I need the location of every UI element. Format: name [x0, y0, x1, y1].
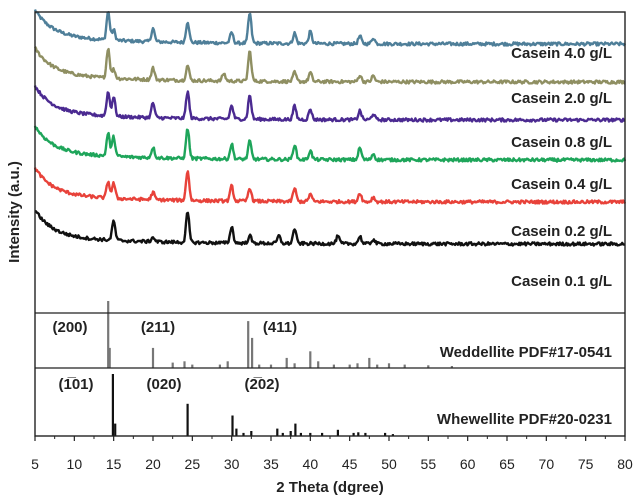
reference-name: Whewellite PDF#20-0231: [437, 411, 612, 428]
reference-line: [281, 432, 284, 436]
series-line: [33, 9, 627, 47]
x-tick-label: 70: [539, 456, 555, 472]
series-line: [33, 85, 626, 123]
x-tick-label: 25: [185, 456, 201, 472]
miller-index-label: (1̅01): [58, 376, 93, 393]
reference-labels: Weddellite PDF#17-0541 (200) (211) (411) Whe…: [52, 319, 612, 428]
reference-line: [251, 337, 254, 369]
x-tick-label: 5: [31, 456, 39, 472]
reference-line: [250, 431, 253, 436]
reference-line: [387, 363, 391, 368]
reference-line: [107, 301, 110, 368]
series-label: Casein 4.0 g/L: [511, 45, 612, 62]
reference-line: [289, 431, 292, 436]
reference-line: [427, 365, 430, 368]
reference-line: [226, 361, 229, 368]
series-label: Casein 0.1 g/L: [511, 273, 612, 290]
reference-line: [294, 423, 297, 436]
reference-line: [108, 347, 111, 368]
x-tick-label: 65: [499, 456, 515, 472]
x-tick-label: 45: [342, 456, 358, 472]
reference-line: [285, 357, 288, 368]
reference-line: [391, 434, 394, 436]
reference-line: [332, 364, 335, 368]
reference-line: [384, 432, 387, 436]
series-line: [33, 167, 627, 205]
reference-line: [321, 432, 324, 436]
x-axis: 5 10 15 20 25 30 35 40 45 50 55 60 65 70 75 80: [31, 436, 633, 472]
reference-line: [403, 364, 406, 368]
series-labels: Casein 4.0 g/L Casein 2.0 g/L Casein 0.8 g…: [511, 45, 612, 290]
reference-line: [356, 363, 359, 368]
reference-line: [242, 432, 245, 436]
y-axis-label: Intensity (a.u.): [6, 161, 23, 263]
reference-line: [111, 374, 114, 436]
x-tick-label: 50: [381, 456, 397, 472]
x-tick-label: 80: [617, 456, 633, 472]
series-line: [33, 46, 626, 85]
reference-line: [293, 363, 296, 368]
x-tick-label: 15: [106, 456, 122, 472]
series-label: Casein 0.8 g/L: [511, 134, 612, 151]
series-label: Casein 0.4 g/L: [511, 176, 612, 193]
reference-line: [269, 364, 273, 368]
reference-line: [376, 364, 379, 368]
reference-line: [336, 429, 339, 436]
reference-line: [309, 432, 312, 436]
reference-line: [258, 364, 261, 368]
x-tick-label: 55: [421, 456, 437, 472]
reference-line: [151, 347, 155, 368]
x-tick-label: 10: [67, 456, 83, 472]
x-tick-label: 30: [224, 456, 240, 472]
miller-index-label: (211): [141, 319, 175, 336]
series-label: Casein 2.0 g/L: [511, 90, 612, 107]
x-tick-label: 75: [578, 456, 594, 472]
reference-line: [231, 415, 234, 436]
x-tick-label: 20: [145, 456, 161, 472]
reference-group: [107, 301, 453, 436]
miller-index-label: (411): [263, 319, 297, 336]
reference-line: [364, 432, 367, 436]
reference-line: [186, 403, 189, 436]
reference-line: [368, 357, 371, 368]
reference-line: [299, 432, 302, 436]
reference-line: [317, 361, 320, 368]
reference-line: [450, 366, 453, 368]
reference-line: [357, 432, 360, 436]
reference-line: [276, 428, 279, 436]
miller-index-label: (200): [52, 319, 87, 336]
series-line: [34, 209, 626, 247]
reference-line: [171, 362, 174, 368]
reference-line: [114, 423, 117, 436]
x-tick-label: 60: [460, 456, 476, 472]
reference-line: [191, 364, 194, 368]
miller-index-label: (2̅02): [244, 376, 279, 393]
series-line: [33, 125, 627, 163]
x-tick-label: 40: [303, 456, 319, 472]
reference-name: Weddellite PDF#17-0541: [440, 344, 612, 361]
reference-line: [309, 351, 312, 369]
reference-line: [348, 364, 351, 368]
x-axis-label: 2 Theta (dgree): [276, 479, 384, 496]
miller-index-label: (020): [146, 376, 181, 393]
x-tick-label: 35: [263, 456, 279, 472]
reference-line: [247, 321, 250, 368]
reference-line: [352, 432, 355, 436]
reference-line: [218, 364, 221, 368]
series-label: Casein 0.2 g/L: [511, 223, 612, 240]
reference-line: [235, 428, 238, 436]
traces-group: [33, 9, 627, 247]
reference-line: [183, 361, 186, 368]
